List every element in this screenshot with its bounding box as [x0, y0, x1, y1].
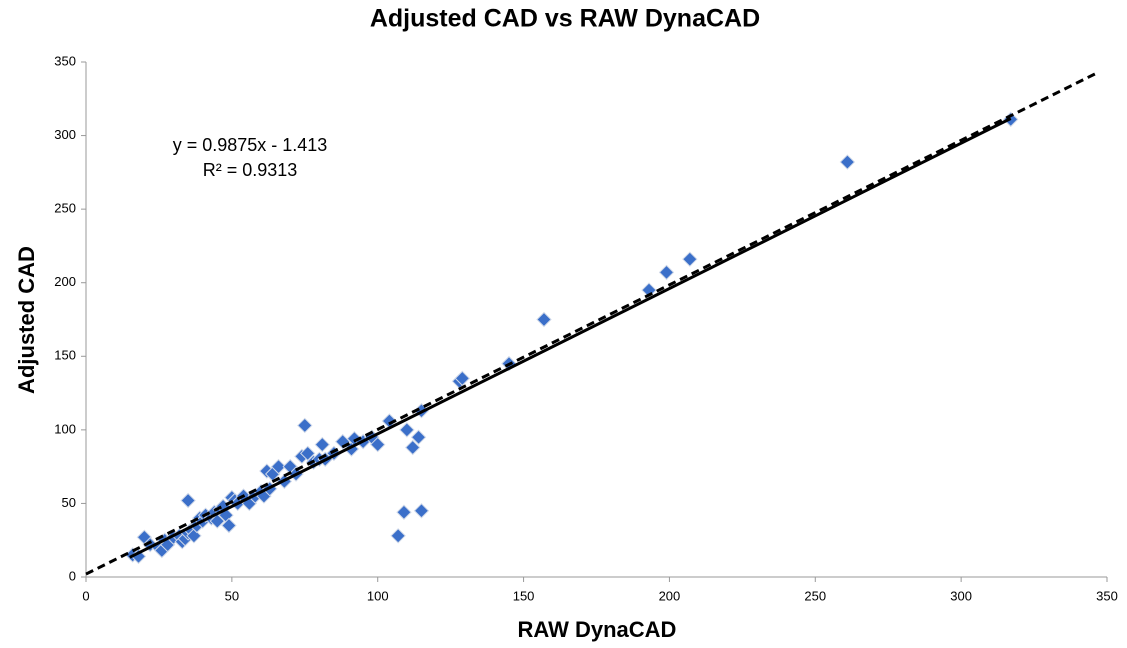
x-tick-label: 300 [950, 588, 972, 603]
trendline [129, 117, 1012, 559]
data-point [221, 517, 237, 534]
y-tick-label: 200 [54, 274, 76, 289]
data-point [682, 251, 698, 267]
data-point [399, 422, 415, 438]
data-point [413, 503, 430, 519]
data-point [396, 504, 412, 520]
equation: y = 0.9875x - 1.413 [173, 135, 328, 155]
chart-title: Adjusted CAD vs RAW DynaCAD [370, 5, 760, 33]
data-point [410, 429, 427, 445]
data-point [454, 370, 471, 387]
data-point [270, 458, 287, 475]
x-tick-label: 250 [804, 588, 826, 603]
data-point [658, 264, 675, 281]
data-point [180, 492, 196, 509]
y-tick-label: 0 [69, 568, 76, 583]
x-tick-label: 0 [82, 588, 89, 603]
x-tick-label: 50 [225, 588, 239, 603]
y-tick-label: 50 [62, 495, 76, 510]
y-tick-label: 350 [54, 53, 76, 68]
reference-line [85, 72, 1096, 576]
y-axis-label: Adjusted CAD [14, 246, 39, 394]
data-point [314, 436, 330, 453]
x-axis-label: RAW DynaCAD [518, 617, 677, 642]
x-tick-label: 150 [513, 588, 535, 603]
data-point [839, 154, 856, 170]
data-point [536, 311, 552, 328]
x-tick-label: 350 [1096, 588, 1118, 603]
data-point [390, 528, 406, 544]
data-point [297, 417, 313, 434]
data-point [370, 436, 386, 453]
y-tick-label: 150 [54, 348, 76, 363]
x-tick-label: 200 [659, 588, 681, 603]
y-tick-label: 250 [54, 201, 76, 216]
y-tick-label: 100 [54, 421, 76, 436]
data-point [405, 439, 421, 456]
y-tick-label: 300 [54, 127, 76, 142]
r-squared: R² = 0.9313 [203, 160, 298, 180]
x-tick-label: 100 [367, 588, 389, 603]
